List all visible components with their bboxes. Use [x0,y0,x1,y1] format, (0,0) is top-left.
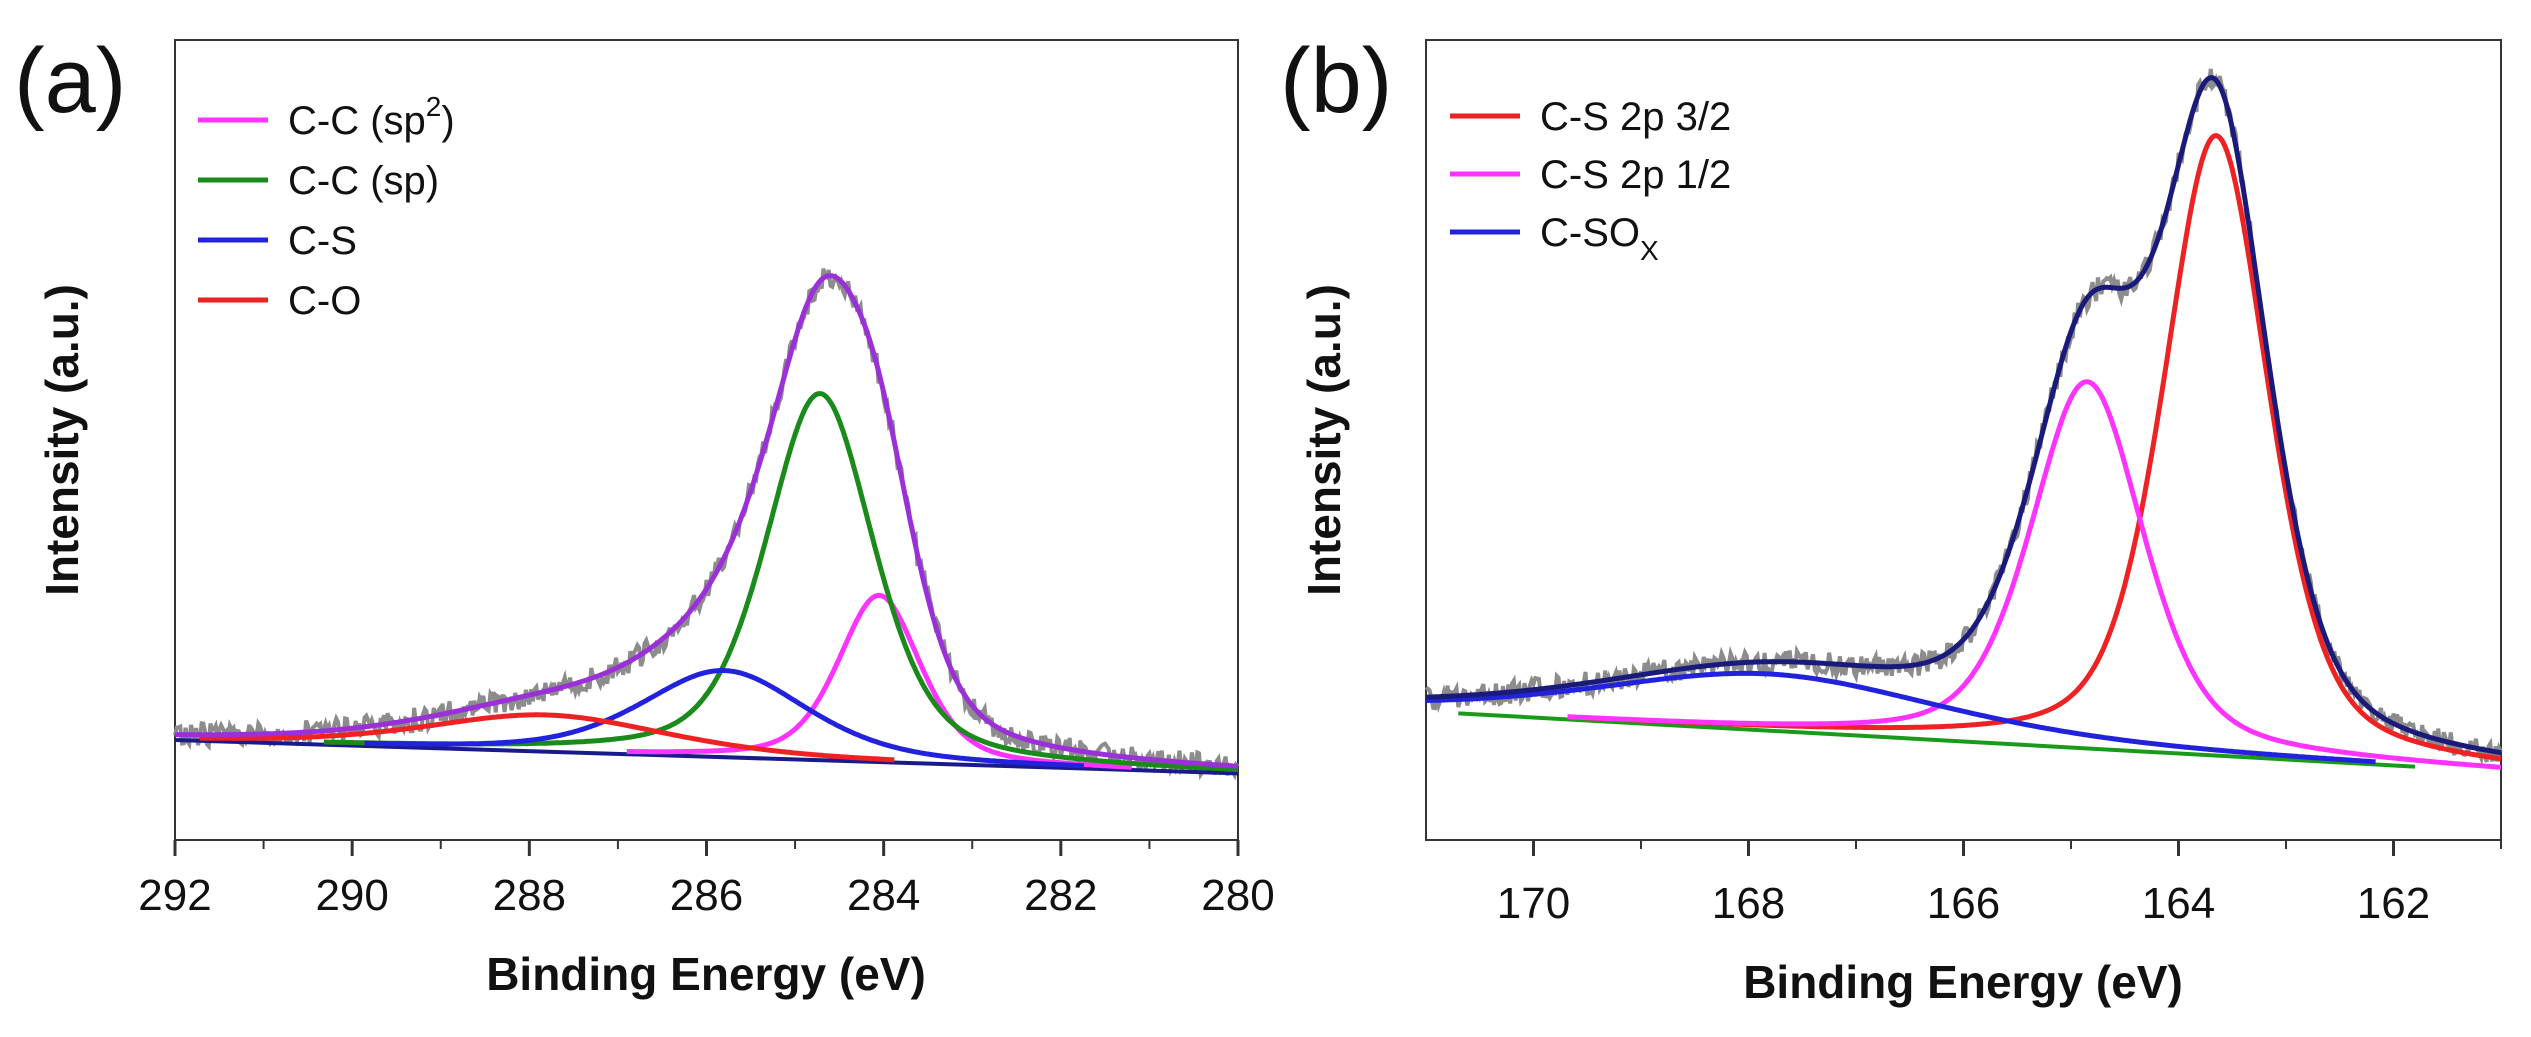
panel-a-tick-label: 280 [1201,871,1274,920]
panel-a-legend: C-C (sp2) C-C (sp) C-S C-O [198,91,455,323]
panel-a-tick-label: 286 [670,871,743,920]
panel-b-tick-label: 168 [1712,879,1785,928]
panel-a-y-axis-title: Intensity (a.u.) [36,284,88,596]
panel-a-component-3 [199,712,895,763]
panel-a-tick-label: 282 [1024,871,1097,920]
panel-a-component-2 [364,668,1085,769]
panel-b-legend: C-S 2p 3/2 C-S 2p 1/2 C-SOX [1450,95,1731,266]
panel-b-component-2 [1426,670,2376,765]
panel-a-tick-label: 288 [493,871,566,920]
panel-b-component-1 [1567,379,2502,770]
panel-a-raw-data [173,268,1240,781]
legend-label-csox: C-SOX [1540,211,1659,266]
panel-b-tick-label: 164 [2142,879,2215,928]
panel-b-tick-label: 166 [1927,879,2000,928]
legend-label-cs-2p32: C-S 2p 3/2 [1540,95,1731,139]
panel-a-background-line [174,738,1239,776]
panel-a-label: (a) [14,30,126,132]
panel-b-x-ticks: 170 168 166 164 162 [1497,840,2502,928]
legend-label-cc-sp2: C-C (sp2) [288,91,455,143]
legend-label-co: C-O [288,279,361,323]
panel-a: (a) 292 290 288 286 284 282 280 Binding Energy… [14,30,1275,1000]
panel-b-background-line [1458,711,2416,769]
panel-b-label: (b) [1280,30,1392,132]
panel-a-tick-label: 290 [315,871,388,920]
panel-a-x-axis-title: Binding Energy (eV) [486,948,926,1000]
panel-a-x-ticks: 292 290 288 286 284 282 280 [138,840,1275,920]
panel-b: (b) 170 168 166 164 162 Binding Energy (eV) … [1280,30,2503,1008]
panel-a-fit-envelope [175,273,1239,769]
legend-label-cs-2p12: C-S 2p 1/2 [1540,153,1731,197]
panel-b-curves [1424,68,2503,770]
panel-a-tick-label: 284 [847,871,920,920]
panel-b-fit-envelope [1426,75,2502,756]
panel-b-x-axis-title: Binding Energy (eV) [1743,956,2183,1008]
panel-a-tick-label: 292 [138,871,211,920]
legend-label-cs: C-S [288,219,357,263]
panel-b-tick-label: 170 [1497,879,1570,928]
panel-b-tick-label: 162 [2357,879,2430,928]
panel-a-curves [173,268,1240,781]
panel-b-y-axis-title: Intensity (a.u.) [1298,284,1350,596]
legend-label-cc-sp: C-C (sp) [288,159,439,203]
